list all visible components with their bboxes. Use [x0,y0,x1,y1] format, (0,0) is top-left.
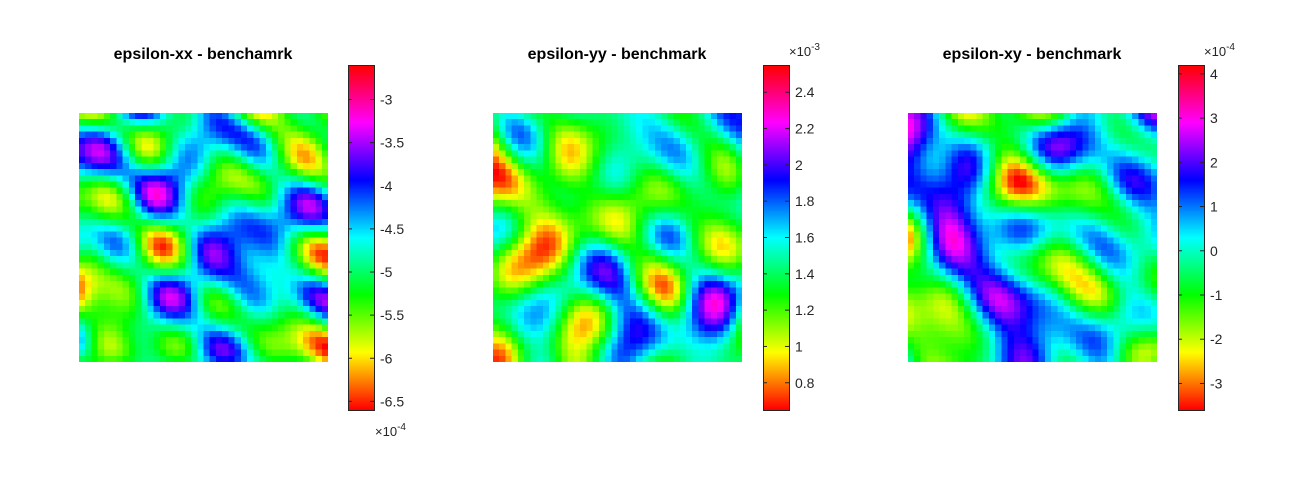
colorbar-ticks: -3 -3.5 -4 -4.5 -5 -5.5 -6 -6.5 [348,92,404,409]
colorbar-gradient [348,65,374,410]
heatmap [493,113,742,362]
colorbar-tick-label: 2 [1210,154,1218,170]
colorbar-frame [1178,65,1205,411]
colorbar-tick-label: 1 [795,338,803,354]
colorbar-tick-label: 1.8 [795,193,815,209]
colorbar-tick-label: 2 [795,157,803,173]
multiplier-exponent: -4 [1226,42,1235,53]
plot-title: epsilon-xy - benchmark [943,46,1122,63]
colorbar-tick-label: -3 [1210,375,1223,391]
colorbar-tick-label: -4 [380,178,393,194]
plot-title: epsilon-xx - benchamrk [114,46,293,63]
heatmap-image [493,113,742,362]
plot-title: epsilon-yy - benchmark [528,46,707,63]
panel-epsilon-xy: epsilon-xy - benchmark 4 3 2 1 0 -1 -2 -3 ×10-4 [908,42,1235,411]
colorbar: 2.4 2.2 2 1.8 1.6 1.4 1.2 1 0.8 ×10-3 [763,42,820,411]
colorbar-tick-label: 3 [1210,110,1218,126]
colorbar-tick-label: 1 [1210,199,1218,215]
panel-epsilon-xx: epsilon-xx - benchamrk -3 -3.5 -4 -4.5 -5 -5.… [79,46,406,439]
colorbar-tick-label: 4 [1210,66,1218,82]
colorbar-tick-label: -6 [380,350,393,366]
colorbar-tick-label: 1.6 [795,230,815,246]
colorbar-tick-label: 1.2 [795,302,815,318]
multiplier-base: ×10 [1204,44,1226,59]
colorbar-tick-label: 1.4 [795,266,815,282]
colorbar-ticks: 2.4 2.2 2 1.8 1.6 1.4 1.2 1 0.8 [763,84,815,391]
colorbar-gradient [763,65,789,410]
panel-epsilon-yy: epsilon-yy - benchmark 2.4 2.2 2 1.8 1.6 1.4 1… [493,42,820,411]
colorbar-tick-label: -5.5 [380,307,404,323]
colorbar-gradient [1178,65,1204,410]
colorbar-tick-label: 0 [1210,243,1218,259]
heatmap [908,113,1157,362]
colorbar-tick-label: 2.2 [795,121,815,137]
multiplier-exponent: -4 [397,422,406,433]
colorbar-tick-label: -3 [380,92,393,108]
colorbar-tick-label: -5 [380,264,393,280]
multiplier-base: ×10 [789,44,811,59]
heatmap-image [79,113,328,362]
colorbar-tick-label: 0.8 [795,375,815,391]
colorbar-ticks: 4 3 2 1 0 -1 -2 -3 [1178,66,1223,391]
colorbar-multiplier: ×10-4 [375,422,406,439]
heatmap [79,113,328,362]
multiplier-base: ×10 [375,424,397,439]
heatmap-image [908,113,1157,362]
multiplier-exponent: -3 [811,42,820,53]
colorbar: -3-3.5-4-4.5-5-5.5-6-6.5 ×10-4 [348,65,406,439]
colorbar-tick-label: -4.5 [380,221,404,237]
colorbar-frame [348,65,375,411]
colorbar-multiplier: ×10-4 [1204,42,1235,59]
colorbar: 4 3 2 1 0 -1 -2 -3 ×10-4 [1178,42,1235,411]
colorbar-tick-label: -3.5 [380,135,404,151]
colorbar-tick-label: -6.5 [380,393,404,409]
colorbar-multiplier: ×10-3 [789,42,820,59]
colorbar-tick-label: -2 [1210,331,1223,347]
colorbar-tick-label: 2.4 [795,84,815,100]
colorbar-tick-label: -1 [1210,287,1223,303]
